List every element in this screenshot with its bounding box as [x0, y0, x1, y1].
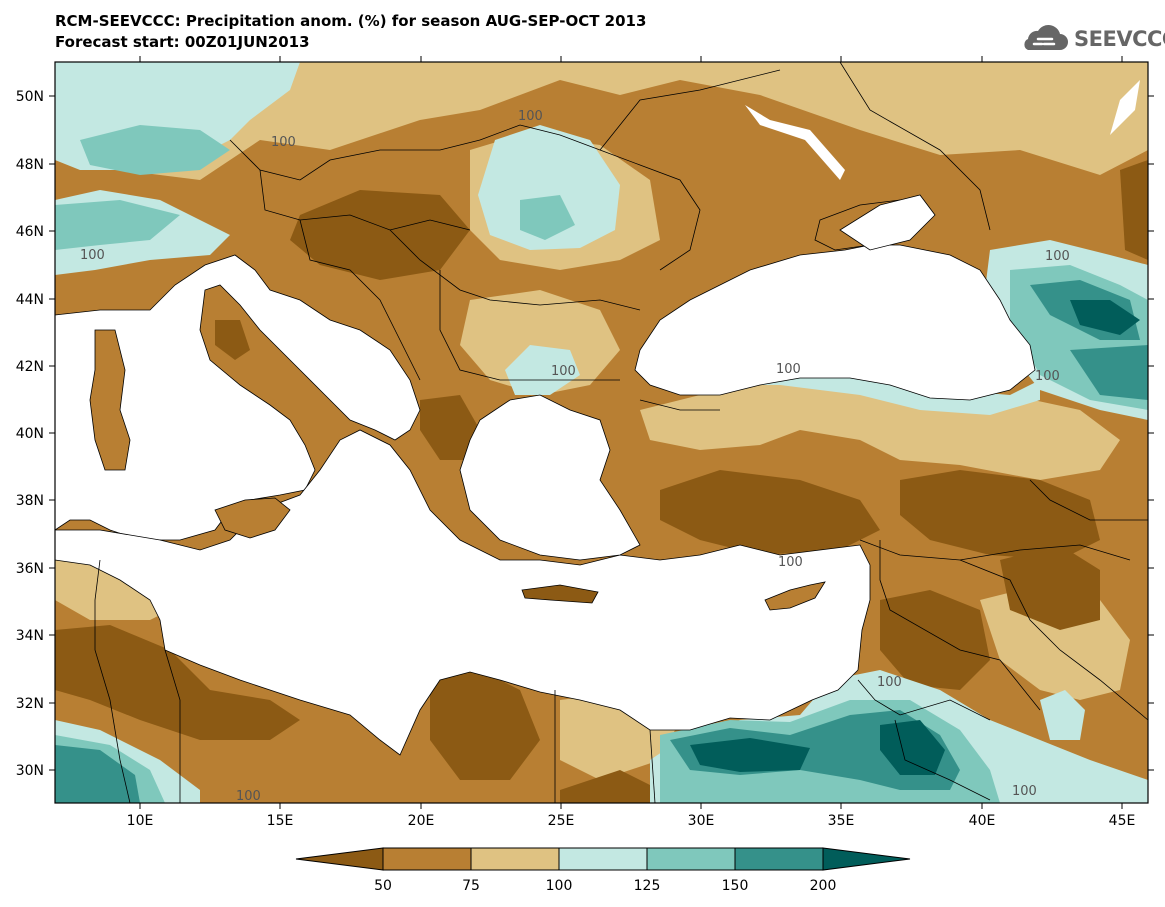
contour-label: 100	[1045, 249, 1070, 264]
contour-label: 100	[518, 109, 543, 124]
color-legend	[295, 847, 911, 871]
longitude-axis	[139, 56, 1123, 809]
legend-swatch-100-125	[558, 847, 648, 871]
legend-swatch-150-200	[734, 847, 824, 871]
field-lightteal-romania	[478, 125, 620, 250]
field-dark-anatolia	[660, 470, 880, 555]
lat-tick-label: 38N	[16, 493, 44, 509]
russian-water-body	[1110, 80, 1140, 135]
legend-swatch-125-150	[646, 847, 736, 871]
legend-label: 200	[810, 878, 837, 894]
longitude-labels: 10E 15E 20E 25E 30E 35E 40E 45E	[127, 813, 1136, 829]
lat-tick-label: 44N	[16, 292, 44, 308]
legend-swatch-below-50	[295, 847, 384, 871]
cyprus	[764, 581, 826, 611]
field-darkteal-core-caucasus	[1070, 300, 1140, 335]
country-borders	[94, 62, 1148, 803]
contour-labels: 100 100 100 100 100 100 100 100 100 100 …	[80, 109, 1070, 804]
anomaly-field: 100 100 100 100 100 100 100 100 100 100 …	[55, 62, 1148, 804]
contour-label: 100	[80, 248, 105, 263]
field-teal-romania	[520, 195, 575, 240]
legend-swatch-50-75	[382, 847, 472, 871]
lat-tick-label: 32N	[16, 696, 44, 712]
azov-sea	[839, 194, 936, 251]
field-dark-greece	[420, 395, 480, 460]
latitude-axis	[49, 95, 1154, 771]
field-dark-egypt	[560, 770, 660, 803]
lon-tick-label: 45E	[1109, 813, 1136, 829]
legend-label: 125	[634, 878, 661, 894]
field-lightteal-bulgaria	[505, 345, 580, 395]
lon-tick-label: 15E	[267, 813, 294, 829]
legend-label: 100	[546, 878, 573, 894]
lat-tick-label: 34N	[16, 628, 44, 644]
field-dark-pannonia	[290, 190, 470, 280]
field-dark-iraq	[1000, 545, 1100, 630]
lon-tick-label: 30E	[688, 813, 715, 829]
contour-label: 100	[877, 675, 902, 690]
field-darkteal-core-jordan	[880, 720, 945, 775]
field-darkteal-africa	[55, 745, 140, 803]
field-teal-alps	[55, 200, 180, 250]
map-title: RCM-SEEVCCC: Precipitation anom. (%) for…	[55, 12, 647, 30]
contour-label: 100	[1012, 784, 1037, 799]
field-darkteal-core-sinai	[690, 738, 810, 772]
field-dark-italy	[215, 320, 250, 360]
dnieper-reservoir	[745, 105, 845, 180]
field-tan-north	[55, 62, 1148, 180]
aegean-sea	[459, 394, 641, 561]
contour-label: 100	[271, 135, 296, 150]
legend-swatch-above-200	[822, 847, 911, 871]
logo-text: SEEVCCC	[1074, 27, 1165, 51]
field-teal-germany	[80, 125, 230, 175]
field-dark-libya	[430, 670, 540, 780]
lat-tick-label: 48N	[16, 157, 44, 173]
cloud-icon	[1024, 25, 1068, 50]
legend-label: 50	[374, 878, 392, 894]
lat-tick-label: 30N	[16, 763, 44, 779]
contour-label: 100	[551, 364, 576, 379]
legend-labels: 50 75 100 125 150 200	[374, 878, 836, 894]
black-sea	[634, 244, 1036, 401]
sardinia-corsica-sea-fix	[89, 329, 131, 471]
contour-label: 100	[778, 555, 803, 570]
lat-tick-label: 36N	[16, 561, 44, 577]
lon-tick-label: 40E	[969, 813, 996, 829]
field-dark-tunisia	[55, 625, 300, 740]
lat-tick-label: 50N	[16, 89, 44, 105]
contour-label: 100	[236, 789, 261, 804]
field-dark-syria	[880, 590, 990, 690]
forecast-start-label: Forecast start: 00Z01JUN2013	[55, 33, 310, 51]
field-tan-balkan	[460, 290, 620, 395]
seevccc-logo: SEEVCCC	[1018, 24, 1165, 54]
lon-tick-label: 10E	[127, 813, 154, 829]
lon-tick-label: 35E	[828, 813, 855, 829]
lat-tick-label: 46N	[16, 224, 44, 240]
contour-label: 100	[776, 362, 801, 377]
lon-tick-label: 20E	[408, 813, 435, 829]
field-darkteal-east	[1070, 345, 1148, 400]
lon-tick-label: 25E	[548, 813, 575, 829]
legend-label: 150	[722, 878, 749, 894]
field-dark-russia	[1120, 160, 1148, 260]
lat-tick-label: 42N	[16, 359, 44, 375]
latitude-labels: 50N 48N 46N 44N 42N 40N 38N 36N 34N 32N …	[16, 89, 44, 779]
legend-swatch-75-100	[470, 847, 560, 871]
crete	[521, 584, 599, 604]
sicily	[214, 497, 291, 539]
field-lightteal-arabia	[1040, 690, 1085, 740]
contour-label: 100	[1035, 369, 1060, 384]
lat-tick-label: 40N	[16, 426, 44, 442]
legend-label: 75	[462, 878, 480, 894]
field-dark-anatolia-east	[900, 470, 1100, 560]
